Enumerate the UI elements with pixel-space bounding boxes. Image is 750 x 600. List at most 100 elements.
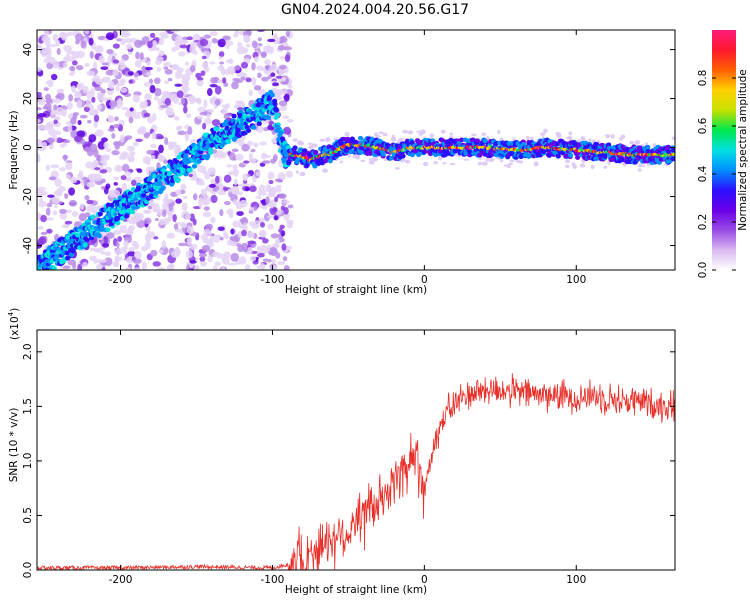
noise-speckle [116,97,123,106]
noise-speckle [187,95,196,102]
noise-speckle [185,61,190,66]
noise-speckle [94,45,104,54]
noise-speckle [127,251,136,257]
noise-speckle [637,168,642,172]
noise-speckle [266,46,275,54]
noise-speckle [250,148,256,153]
noise-speckle [127,71,134,76]
noise-speckle [75,65,84,71]
ridge-cell [231,113,237,119]
noise-speckle [131,216,138,225]
noise-speckle [50,73,58,81]
noise-speckle [276,186,282,193]
noise-speckle [671,136,675,141]
noise-speckle [283,93,290,102]
ridge-cell [84,237,90,243]
noise-speckle [214,85,222,95]
noise-speckle [232,168,239,177]
noise-speckle [255,195,262,200]
noise-speckle [118,156,125,160]
noise-speckle [132,141,139,147]
ridge-cell [49,249,56,254]
noise-speckle [233,178,238,186]
ridge-cell [39,269,42,270]
noise-speckle [105,232,115,239]
ridge-cell [670,156,675,162]
noise-speckle [221,104,230,108]
noise-speckle [166,217,172,222]
noise-speckle [121,246,129,251]
noise-speckle [219,209,224,217]
noise-speckle [251,77,257,86]
ridge-cell [636,145,643,151]
noise-speckle [196,182,206,186]
noise-speckle [135,138,143,142]
ridge-core [113,212,118,217]
noise-speckle [278,159,283,168]
noise-speckle [41,35,51,43]
noise-speckle [158,249,164,254]
noise-speckle [101,62,109,66]
noise-speckle [207,254,213,263]
noise-speckle [433,160,438,165]
noise-speckle [88,37,94,46]
ridge-cell [96,233,102,239]
ridge-cell [105,227,111,233]
ridge-cell [226,139,232,145]
ridge-cell [269,92,275,98]
noise-speckle [104,251,112,257]
noise-speckle [244,186,250,192]
noise-speckle [53,119,58,125]
noise-speckle [509,159,515,163]
noise-speckle [368,160,375,165]
noise-speckle [143,81,152,87]
noise-speckle [113,176,120,180]
noise-speckle [141,261,147,270]
noise-speckle [147,116,154,124]
noise-speckle [170,250,180,258]
noise-speckle [103,235,109,245]
ridge-cell [141,192,147,198]
noise-speckle [249,185,257,193]
snr-y-tick-label: 2.0 [22,343,34,360]
ridge-cell [546,153,552,158]
noise-speckle [283,46,293,51]
noise-speckle [115,242,120,248]
ridge-cell [298,147,304,153]
spectrogram-y-tick-label: 40 [22,43,34,56]
noise-speckle [180,97,186,105]
noise-speckle [131,179,137,187]
noise-speckle [543,128,548,134]
noise-speckle [92,61,98,70]
noise-speckle [194,264,200,270]
noise-speckle [162,202,169,212]
noise-speckle [107,128,116,132]
noise-speckle [112,43,120,49]
noise-speckle [184,132,190,142]
noise-speckle [134,250,142,259]
noise-speckle [188,173,193,177]
noise-speckle [178,51,186,57]
noise-speckle [481,132,486,137]
noise-speckle [84,194,90,201]
noise-speckle [76,99,83,109]
noise-speckle [257,188,262,197]
ridge-cell [147,175,153,181]
noise-speckle [146,149,155,155]
noise-speckle [605,135,610,139]
noise-speckle [278,228,283,233]
noise-speckle [141,65,146,75]
noise-speckle [202,211,212,218]
noise-speckle [85,98,91,108]
noise-speckle [238,183,245,187]
noise-speckle [144,93,152,102]
noise-speckle [186,226,195,235]
ridge-cell [256,121,262,127]
noise-speckle [157,153,164,162]
spectrogram-y-tick-label: 0 [22,144,34,151]
noise-speckle [37,153,41,163]
ridge-cell [273,106,279,112]
ridge-cell [224,125,230,131]
noise-speckle [278,64,287,70]
noise-speckle [236,211,244,217]
